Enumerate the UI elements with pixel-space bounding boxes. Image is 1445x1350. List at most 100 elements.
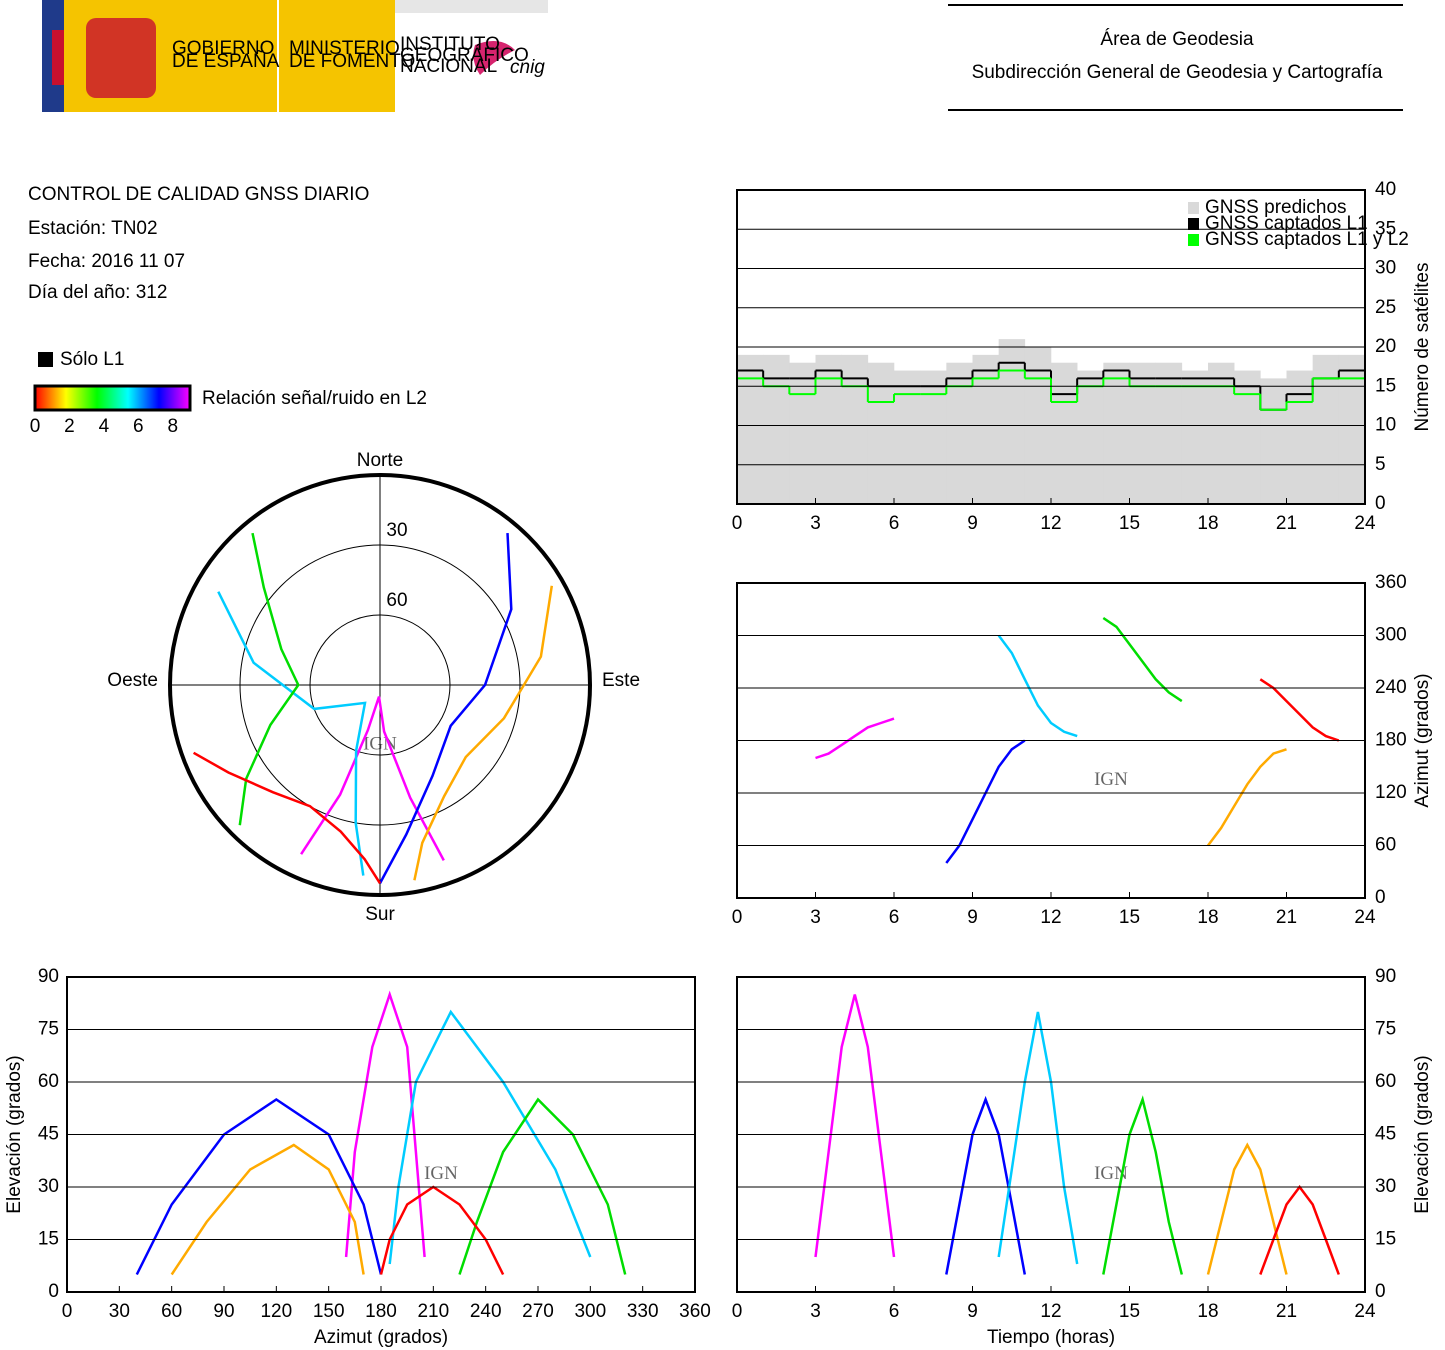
satellite-track	[238, 532, 300, 826]
satellite-track	[344, 990, 426, 1258]
x-tick-label: 12	[1040, 1301, 1061, 1322]
direction-label: Sur	[365, 904, 395, 925]
x-tick-label: 9	[967, 513, 978, 534]
gov-text: GOBIERNO	[172, 38, 274, 59]
satellite-track	[192, 751, 382, 884]
y-tick-label: 75	[1375, 1019, 1396, 1040]
colorbar	[33, 384, 192, 412]
satellite-track	[1206, 1142, 1288, 1275]
station: Estación: TN02	[28, 218, 158, 239]
y-tick-label: 0	[48, 1281, 59, 1302]
satellite-track	[413, 585, 554, 881]
predicted-bar	[946, 362, 973, 504]
x-tick-label: 12	[1040, 513, 1061, 534]
predicted-bar	[867, 362, 895, 504]
x-tick-label: 330	[627, 1301, 659, 1322]
x-tick-label: 21	[1276, 907, 1297, 928]
y-axis-label: Número de satélites	[1412, 263, 1433, 432]
y-tick-label: 120	[1375, 782, 1407, 803]
x-tick-label: 21	[1276, 513, 1297, 534]
plot-frame	[736, 582, 1366, 899]
y-tick-label: 300	[1375, 625, 1407, 646]
predicted-bar	[1286, 370, 1313, 504]
predicted-bar	[1129, 362, 1156, 504]
x-tick-label: 24	[1354, 513, 1376, 534]
predicted-bar	[1208, 362, 1235, 504]
y-tick-label: 5	[1375, 454, 1386, 475]
predicted-bar	[841, 354, 869, 504]
y-tick-label: 360	[1375, 572, 1407, 593]
y-tick-label: 90	[38, 966, 59, 987]
direction-label: Este	[602, 670, 640, 691]
x-tick-label: 150	[313, 1301, 345, 1322]
polar-frame	[168, 473, 592, 897]
x-axis-label: Azimut (grados)	[314, 1327, 448, 1348]
y-tick-label: 25	[1375, 297, 1396, 318]
x-tick-label: 0	[62, 1301, 73, 1322]
legend-swatch	[1188, 234, 1199, 246]
x-tick-label: 0	[732, 1301, 743, 1322]
satellite-track	[458, 1097, 627, 1275]
x-tick-label: 18	[1197, 1301, 1218, 1322]
logo-bar	[395, 0, 548, 13]
predicted-bar	[789, 362, 816, 504]
predicted-bar	[1234, 370, 1261, 504]
legend-swatch	[1188, 202, 1199, 214]
legend-label: GNSS captados L1	[1205, 213, 1368, 234]
x-tick-label: 300	[574, 1301, 606, 1322]
x-tick-label: 18	[1197, 513, 1218, 534]
colorbar-tick-label: 8	[167, 416, 178, 437]
x-tick-label: 360	[679, 1301, 711, 1322]
x-tick-label: 3	[810, 1301, 821, 1322]
satellite-track	[388, 1009, 592, 1265]
header-title: Área de Geodesia	[1100, 29, 1254, 50]
institute-text: INSTITUTO	[400, 34, 500, 55]
colorbar-tick-label: 0	[30, 416, 41, 437]
predicted-bar	[972, 354, 999, 504]
satellite-track	[815, 717, 895, 760]
x-tick-label: 24	[1354, 907, 1376, 928]
day-of-year: Día del año: 312	[28, 282, 167, 303]
predicted-bar	[1312, 354, 1340, 504]
predicted-bar	[1338, 354, 1366, 504]
watermark: IGN	[1094, 769, 1128, 790]
x-tick-label: 30	[109, 1301, 130, 1322]
coat-of-arms	[86, 18, 156, 98]
y-axis-label: Elevación (grados)	[4, 1055, 25, 1213]
ministry-text: MINISTERIO	[289, 38, 400, 59]
x-tick-label: 0	[732, 907, 743, 928]
satellite-track	[378, 533, 513, 884]
predicted-bar	[1103, 362, 1130, 504]
predicted-bar	[998, 339, 1026, 504]
y-tick-label: 45	[38, 1124, 59, 1145]
l1-legend-swatch	[38, 352, 53, 367]
y-tick-label: 40	[1375, 179, 1396, 200]
y-tick-label: 0	[1375, 887, 1386, 908]
satellite-track	[170, 1143, 365, 1276]
x-tick-label: 180	[365, 1301, 397, 1322]
logo-stripe	[52, 30, 64, 85]
y-tick-label: 60	[1375, 1071, 1396, 1092]
satellite-track	[135, 1097, 383, 1276]
satellite-track	[997, 634, 1078, 738]
y-tick-label: 15	[1375, 1229, 1396, 1250]
x-tick-label: 15	[1119, 907, 1140, 928]
x-tick-label: 15	[1119, 1301, 1140, 1322]
x-tick-label: 15	[1119, 513, 1140, 534]
institute-text: GEOGRÁFICO	[400, 45, 529, 66]
satellite-track	[1206, 748, 1287, 847]
direction-label: Oeste	[107, 670, 158, 691]
x-tick-label: 9	[967, 1301, 978, 1322]
y-tick-label: 75	[38, 1019, 59, 1040]
x-tick-label: 60	[161, 1301, 182, 1322]
y-tick-label: 180	[1375, 730, 1407, 751]
x-axis-label: Tiempo (horas)	[987, 1327, 1115, 1348]
y-tick-label: 30	[38, 1176, 59, 1197]
x-tick-label: 6	[889, 907, 900, 928]
predicted-bar	[763, 354, 790, 504]
predicted-bar	[1051, 362, 1078, 504]
x-tick-label: 12	[1040, 907, 1061, 928]
y-tick-label: 30	[1375, 258, 1396, 279]
colorbar-tick-label: 6	[133, 416, 144, 437]
x-tick-label: 18	[1197, 907, 1218, 928]
